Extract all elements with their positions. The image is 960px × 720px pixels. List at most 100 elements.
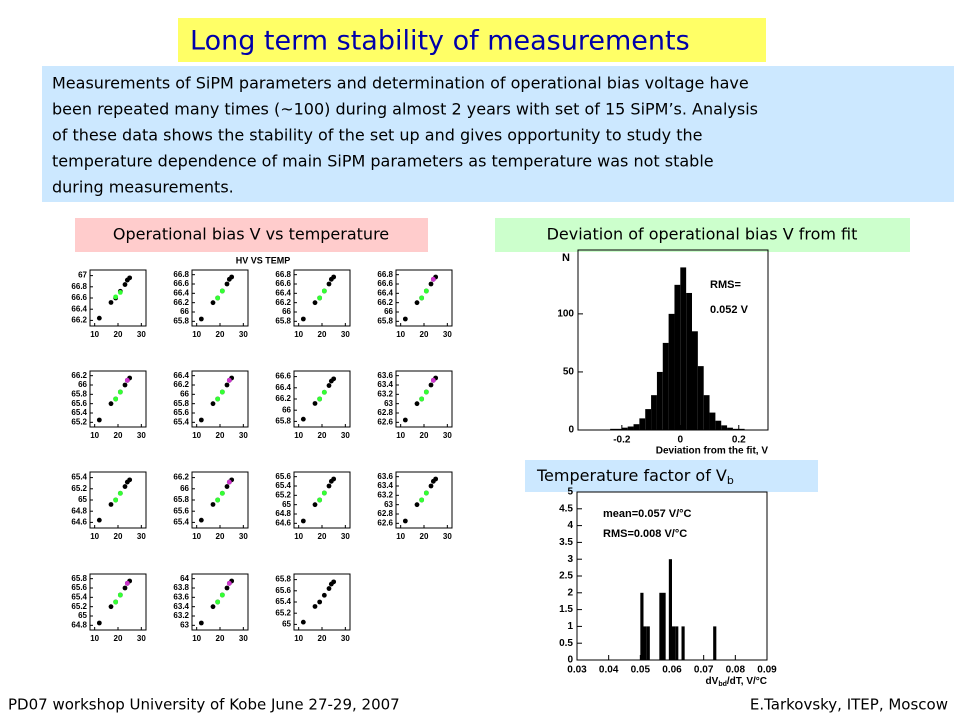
y-tick-label: 64.8	[71, 506, 87, 515]
data-point	[423, 288, 429, 294]
y-tick-label: 65.4	[71, 592, 87, 601]
y-tick-label: 65.2	[71, 417, 87, 426]
y-tick-label: 1	[567, 621, 573, 632]
x-tick-label: 20	[114, 634, 123, 643]
y-tick-label: 63	[384, 399, 393, 408]
data-point	[326, 383, 332, 388]
y-tick-label: 66	[180, 484, 189, 493]
y-tick-label: 66.6	[71, 293, 87, 302]
histogram-bar	[713, 626, 717, 660]
scatter-title: HV VS TEMP	[236, 255, 291, 265]
annotation: mean=0.057 V/°C	[603, 508, 692, 520]
x-tick-label: 30	[239, 532, 248, 541]
x-tick-label: 10	[90, 330, 99, 339]
right-label-box	[495, 218, 910, 252]
histogram-bar	[633, 424, 640, 430]
x-tick-label: 10	[90, 431, 99, 440]
x-tick-label: 20	[318, 532, 327, 541]
data-point	[122, 382, 128, 388]
y-tick-label: 64.8	[275, 509, 291, 518]
y-tick-label: 63.4	[377, 380, 393, 389]
y-tick-label: 66.2	[71, 371, 87, 380]
x-tick-label: 10	[396, 330, 405, 339]
y-tick-label: 64.8	[71, 620, 87, 629]
histogram-bar	[721, 425, 728, 430]
x-tick-label: 20	[216, 330, 225, 339]
y-tick-label: 66.6	[275, 372, 291, 381]
left-label-box	[75, 218, 428, 252]
x-tick-label: 20	[420, 431, 429, 440]
x-tick-label: 20	[114, 431, 123, 440]
y-tick-label: 66.4	[377, 288, 393, 297]
histogram-bar	[681, 626, 685, 660]
data-point	[113, 599, 119, 605]
y-tick-label: 65.2	[275, 608, 291, 617]
x-tick-label: 30	[137, 330, 146, 339]
y-tick-label: 65.2	[275, 490, 291, 499]
footer-right: E.Tarkovsky, ITEP, Moscow	[750, 696, 948, 714]
x-tick-label: 10	[90, 634, 99, 643]
y-tick-label: 65.6	[173, 506, 189, 515]
y-tick-label: 66.4	[71, 304, 87, 313]
data-point	[300, 416, 306, 422]
data-point	[331, 376, 337, 382]
data-point	[215, 295, 221, 301]
data-point	[210, 401, 216, 407]
data-point	[300, 619, 306, 625]
y-tick-label: 66.8	[275, 270, 291, 279]
y-tick-label: 4.5	[559, 503, 573, 514]
data-point	[219, 490, 225, 496]
temp-label-main: Temperature factor of V	[536, 466, 727, 485]
data-point	[224, 484, 230, 489]
y-tick-label: 63.2	[173, 611, 189, 620]
y-tick-label: 66	[282, 307, 291, 316]
data-point	[414, 401, 420, 407]
y-tick-label: 63.6	[377, 472, 393, 481]
data-point	[96, 315, 102, 321]
x-tick-label: 10	[294, 431, 303, 440]
y-tick-label: 66.6	[377, 279, 393, 288]
data-point	[312, 604, 318, 609]
data-point	[117, 490, 123, 496]
data-point	[108, 502, 114, 507]
histogram-bar	[662, 342, 669, 430]
y-tick-label: 0.5	[559, 638, 573, 649]
y-tick-label: 65.4	[173, 518, 189, 527]
y-tick-label: 62.8	[377, 408, 393, 417]
histogram-bar	[680, 267, 687, 430]
data-point	[96, 517, 102, 523]
histogram-bar	[616, 428, 622, 430]
y-tick-label: 66.4	[275, 288, 291, 297]
x-tick-label: 10	[90, 532, 99, 541]
histogram-bar	[621, 427, 628, 430]
data-point	[219, 288, 225, 294]
y-tick-label: 5	[567, 487, 573, 498]
y-tick-label: 66.2	[173, 380, 189, 389]
y-tick-label: 0	[568, 425, 574, 436]
y-tick-label: 63.4	[173, 602, 189, 611]
histogram-bar	[703, 395, 710, 430]
data-point	[113, 497, 119, 503]
data-point	[312, 401, 318, 406]
histogram-bar	[656, 371, 663, 430]
data-point	[326, 586, 332, 591]
data-point	[198, 517, 204, 523]
data-point	[402, 518, 408, 524]
y-tick-label: 65.8	[71, 389, 87, 398]
data-point	[331, 476, 337, 482]
data-point	[96, 620, 102, 626]
y-tick-label: 66.2	[71, 316, 87, 325]
x-tick-label: 0.03	[567, 665, 587, 676]
histogram-bar	[645, 409, 652, 430]
y-tick-label: 65.4	[71, 408, 87, 417]
data-point	[124, 377, 130, 383]
histogram-bar	[674, 284, 681, 430]
x-tick-label: 30	[137, 634, 146, 643]
y-tick-label: 66.2	[377, 298, 393, 307]
x-tick-label: 30	[443, 431, 452, 440]
y-tick-label: 65.8	[275, 316, 291, 325]
x-tick-label: 10	[396, 532, 405, 541]
data-point	[317, 497, 323, 503]
x-axis-label-rest: /dT, V/°C	[727, 676, 767, 687]
